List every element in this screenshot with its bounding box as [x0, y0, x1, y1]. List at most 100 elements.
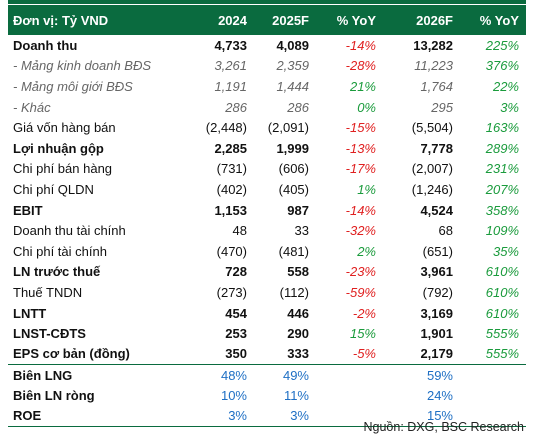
yoy-2026: 555%	[485, 346, 519, 362]
col-2024: 2024	[218, 12, 247, 28]
yoy-2026: 610%	[485, 264, 519, 280]
ratio-row: Biên LNG 48% 49% 59%	[8, 364, 526, 386]
yoy-2026: 163%	[485, 120, 519, 136]
value-2024: 1,191	[214, 78, 247, 94]
yoy-2025: -15%	[345, 120, 376, 136]
source-note: Nguồn: DXG, BSC Research	[363, 420, 525, 434]
ratio-2024: 48%	[193, 364, 254, 386]
yoy-2025: -5%	[352, 346, 376, 362]
empty-cell	[460, 405, 526, 427]
value-2024: (273)	[216, 284, 247, 300]
yoy-2025: -23%	[345, 264, 376, 280]
top-rule	[8, 0, 526, 4]
yoy-2025: 0%	[357, 99, 376, 115]
empty-cell	[316, 385, 383, 406]
row-label: - Khác	[13, 99, 51, 115]
value-2026f: (651)	[422, 243, 453, 259]
table-row: LN trước thuế 728 558 -23% 3,961 610%	[8, 262, 526, 283]
table-row: Doanh thu 4,733 4,089 -14% 13,282 225%	[8, 35, 526, 56]
ratio-label: Biên LN ròng	[13, 387, 95, 403]
value-2026f: 295	[431, 99, 453, 115]
yoy-2026: 109%	[485, 223, 519, 239]
yoy-2025: 21%	[349, 78, 376, 94]
ratio-2025f: 49%	[254, 364, 316, 386]
empty-cell	[316, 405, 383, 427]
row-label: Thuế TNDN	[13, 284, 83, 300]
col-2025f: 2025F	[272, 12, 309, 28]
yoy-2025: -17%	[345, 161, 376, 177]
ratio-label: Biên LNG	[8, 364, 193, 386]
yoy-2026: 207%	[485, 181, 519, 197]
ratio-2025f: 11%	[283, 387, 309, 403]
table-row: Doanh thu tài chính 48 33 -32% 68 109%	[8, 220, 526, 241]
financial-table: Đơn vị: Tỷ VND 2024 2025F % YoY 2026F % …	[8, 5, 526, 427]
value-2026f: 4,524	[420, 202, 453, 218]
value-2024: (731)	[216, 161, 247, 177]
yoy-2025: -32%	[345, 223, 376, 239]
value-2025f: 446	[287, 305, 309, 321]
ratio-2026f: 24%	[426, 387, 453, 403]
table-row: Chi phí tài chính (470) (481) 2% (651) 3…	[8, 241, 526, 262]
value-2024: (470)	[216, 243, 247, 259]
value-2026f: 3,961	[420, 264, 453, 280]
yoy-2026: 3%	[500, 99, 519, 115]
value-2024: 454	[225, 305, 247, 321]
row-label: EPS cơ bản (đồng)	[13, 346, 130, 362]
table-row: LNTT 454 446 -2% 3,169 610%	[8, 303, 526, 324]
value-2026f: 11,223	[414, 58, 453, 74]
empty-cell	[460, 385, 526, 406]
ratio-row: Biên LN ròng 10% 11% 24%	[8, 385, 526, 406]
value-2024: (402)	[216, 181, 247, 197]
yoy-2025: -59%	[345, 284, 376, 300]
yoy-2026: 358%	[485, 202, 519, 218]
yoy-2025: 15%	[349, 326, 376, 342]
value-2026f: 68	[438, 223, 453, 239]
value-2025f: 1,999	[276, 140, 309, 156]
yoy-2025: -2%	[352, 305, 376, 321]
value-2024: 286	[225, 99, 247, 115]
value-2024: 2,285	[214, 140, 247, 156]
table-row: Thuế TNDN (273) (112) -59% (792) 610%	[8, 282, 526, 303]
value-2025f: 33	[294, 223, 309, 239]
value-2024: 4,733	[214, 37, 247, 53]
value-2024: 48	[232, 223, 247, 239]
value-2025f: 1,444	[276, 78, 309, 94]
yoy-2026: 610%	[485, 284, 519, 300]
col-yoy-2025: % YoY	[336, 12, 376, 28]
header-row: Đơn vị: Tỷ VND 2024 2025F % YoY 2026F % …	[8, 5, 526, 35]
table-row: LNST-CĐTS 253 290 15% 1,901 555%	[8, 323, 526, 344]
value-2025f: (405)	[278, 181, 309, 197]
value-2026f: 3,169	[420, 305, 453, 321]
row-label: - Mảng kinh doanh BĐS	[13, 58, 152, 74]
row-label: Chi phí QLDN	[13, 181, 94, 197]
yoy-2026: 35%	[492, 243, 519, 259]
row-label: LNST-CĐTS	[13, 326, 86, 342]
row-label: LN trước thuế	[13, 264, 101, 280]
value-2025f: 286	[287, 99, 309, 115]
yoy-2026: 22%	[492, 78, 519, 94]
row-label: Doanh thu	[13, 37, 78, 53]
table-row: Chi phí bán hàng (731) (606) -17% (2,007…	[8, 159, 526, 180]
value-2024: 728	[225, 264, 247, 280]
yoy-2025: 1%	[357, 181, 376, 197]
value-2026f: (792)	[422, 284, 453, 300]
yoy-2025: -14%	[345, 37, 376, 53]
value-2025f: 558	[287, 264, 309, 280]
table-row: Giá vốn hàng bán (2,448) (2,091) -15% (5…	[8, 117, 526, 138]
value-2025f: 987	[287, 202, 309, 218]
col-yoy-2026: % YoY	[479, 12, 519, 28]
value-2025f: (112)	[279, 284, 309, 300]
yoy-2025: -28%	[345, 58, 376, 74]
table-row: - Mảng kinh doanh BĐS 3,261 2,359 -28% 1…	[8, 56, 526, 77]
table-row: EBIT 1,153 987 -14% 4,524 358%	[8, 200, 526, 221]
value-2026f: 1,901	[420, 326, 453, 342]
value-2024: 350	[225, 346, 247, 362]
empty-cell	[316, 364, 383, 386]
row-label: EBIT	[13, 202, 43, 218]
ratio-2024: 3%	[193, 405, 254, 427]
row-label: Lợi nhuận gộp	[13, 140, 104, 156]
ratio-2026f: 59%	[383, 364, 460, 386]
value-2026f: (1,246)	[411, 181, 453, 197]
value-2026f: (2,007)	[411, 161, 453, 177]
ratio-2026f: 15%	[383, 405, 460, 427]
